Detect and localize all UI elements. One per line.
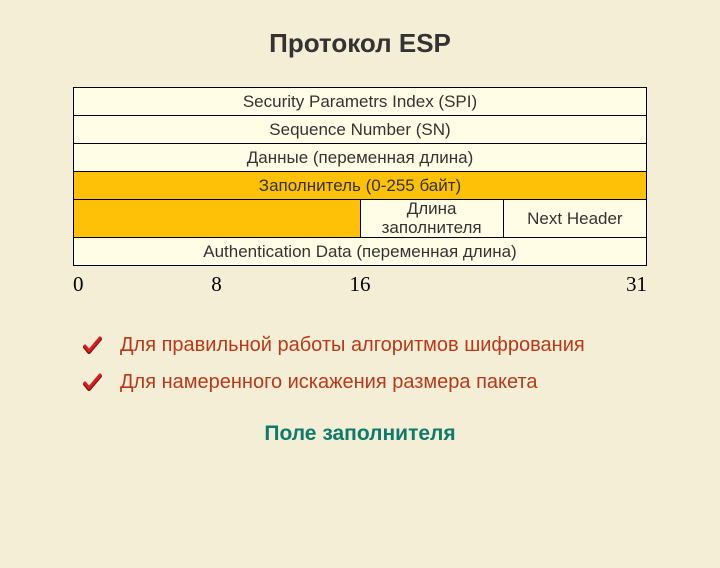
bullet-list: Для правильной работы алгоритмов шифрова…	[82, 334, 662, 394]
cell-spi: Security Parametrs Index (SPI)	[74, 88, 647, 116]
bit-tick-0: 0	[73, 272, 84, 297]
cell-padding-continued	[74, 200, 361, 238]
cell-data: Данные (переменная длина)	[74, 144, 647, 172]
check-icon	[82, 336, 102, 356]
bit-ruler: 0 8 16 31	[73, 272, 647, 298]
page-title: Протокол ESP	[0, 28, 720, 59]
bit-tick-8: 8	[211, 272, 222, 297]
row-sn: Sequence Number (SN)	[74, 116, 647, 144]
bullet-text: Для намеренного искажения размера пакета	[120, 371, 538, 394]
bit-tick-31: 31	[626, 272, 647, 297]
cell-padding-length: Длина заполнителя	[360, 200, 503, 238]
packet-structure-diagram: Security Parametrs Index (SPI) Sequence …	[73, 87, 647, 266]
row-data: Данные (переменная длина)	[74, 144, 647, 172]
footer-subtitle: Поле заполнителя	[0, 422, 720, 446]
check-icon	[82, 373, 102, 393]
bullet-item: Для намеренного искажения размера пакета	[82, 371, 662, 394]
row-padlen-nh: Длина заполнителя Next Header	[74, 200, 647, 238]
cell-sn: Sequence Number (SN)	[74, 116, 647, 144]
cell-auth-data: Authentication Data (переменная длина)	[74, 238, 647, 266]
cell-next-header: Next Header	[503, 200, 646, 238]
esp-packet-table: Security Parametrs Index (SPI) Sequence …	[73, 87, 647, 266]
row-auth-data: Authentication Data (переменная длина)	[74, 238, 647, 266]
cell-padding: Заполнитель (0-255 байт)	[74, 172, 647, 200]
bullet-text: Для правильной работы алгоритмов шифрова…	[120, 334, 585, 357]
bullet-item: Для правильной работы алгоритмов шифрова…	[82, 334, 662, 357]
row-spi: Security Parametrs Index (SPI)	[74, 88, 647, 116]
bit-tick-16: 16	[350, 272, 371, 297]
row-padding: Заполнитель (0-255 байт)	[74, 172, 647, 200]
